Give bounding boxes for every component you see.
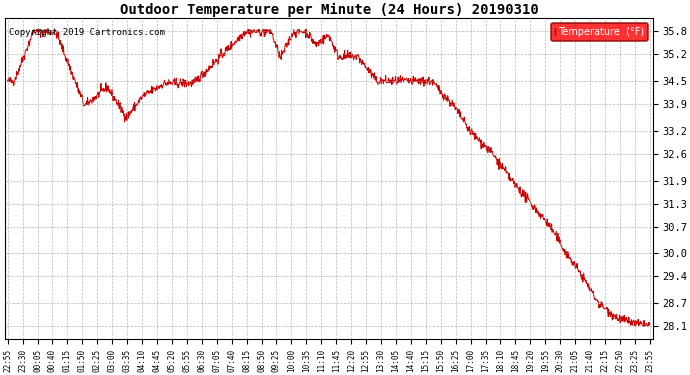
Text: Copyright 2019 Cartronics.com: Copyright 2019 Cartronics.com xyxy=(9,28,164,37)
Legend: Temperature  (°F): Temperature (°F) xyxy=(551,23,648,41)
Title: Outdoor Temperature per Minute (24 Hours) 20190310: Outdoor Temperature per Minute (24 Hours… xyxy=(119,3,538,17)
